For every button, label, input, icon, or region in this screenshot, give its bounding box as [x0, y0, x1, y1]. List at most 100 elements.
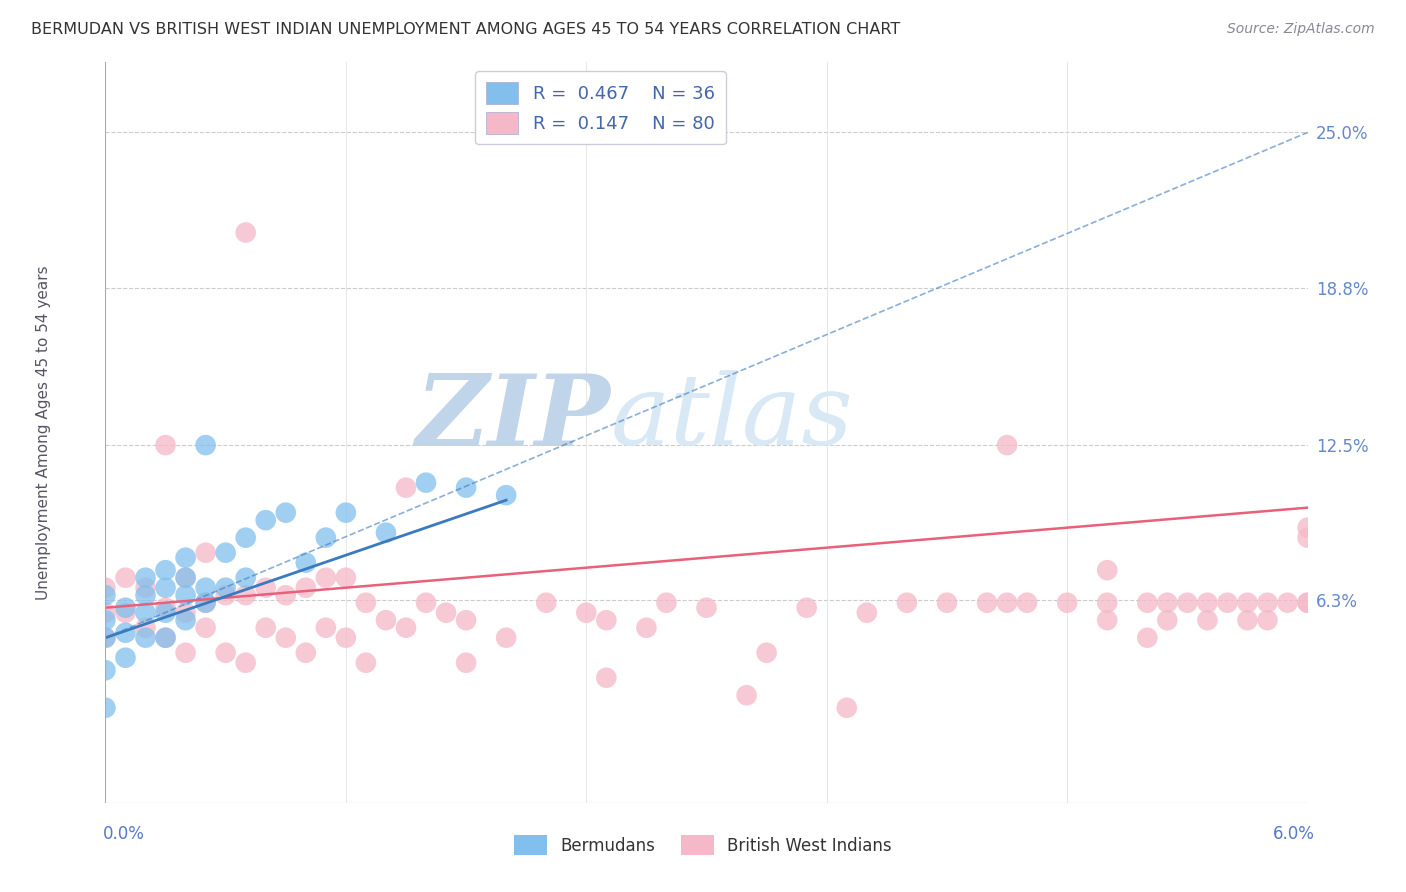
- Point: [415, 596, 437, 610]
- Point: [1216, 596, 1239, 610]
- Point: [1177, 596, 1199, 610]
- Point: [114, 650, 136, 665]
- Point: [1257, 596, 1279, 610]
- Point: [1056, 596, 1078, 610]
- Point: [254, 621, 277, 635]
- Point: [375, 525, 398, 540]
- Point: [315, 571, 337, 585]
- Point: [456, 613, 478, 627]
- Point: [135, 571, 157, 585]
- Point: [456, 481, 478, 495]
- Point: [214, 646, 236, 660]
- Text: atlas: atlas: [610, 370, 853, 466]
- Point: [1296, 531, 1319, 545]
- Point: [174, 571, 197, 585]
- Point: [94, 631, 117, 645]
- Point: [235, 656, 257, 670]
- Point: [214, 588, 236, 602]
- Point: [174, 571, 197, 585]
- Point: [194, 596, 217, 610]
- Point: [536, 596, 558, 610]
- Point: [1236, 613, 1258, 627]
- Point: [395, 621, 418, 635]
- Text: 6.0%: 6.0%: [1272, 825, 1315, 843]
- Point: [214, 546, 236, 560]
- Point: [1156, 613, 1178, 627]
- Point: [135, 588, 157, 602]
- Point: [315, 531, 337, 545]
- Point: [335, 571, 357, 585]
- Text: 0.0%: 0.0%: [103, 825, 145, 843]
- Point: [194, 546, 217, 560]
- Point: [155, 581, 177, 595]
- Point: [1296, 596, 1319, 610]
- Point: [174, 550, 197, 565]
- Point: [274, 588, 297, 602]
- Point: [235, 588, 257, 602]
- Point: [995, 596, 1018, 610]
- Point: [135, 606, 157, 620]
- Point: [94, 631, 117, 645]
- Point: [114, 600, 136, 615]
- Point: [595, 613, 617, 627]
- Point: [976, 596, 998, 610]
- Point: [1097, 613, 1119, 627]
- Point: [174, 606, 197, 620]
- Point: [94, 588, 117, 602]
- Point: [194, 581, 217, 595]
- Point: [796, 600, 818, 615]
- Point: [335, 506, 357, 520]
- Point: [155, 606, 177, 620]
- Legend: Bermudans, British West Indians: Bermudans, British West Indians: [508, 829, 898, 862]
- Point: [995, 438, 1018, 452]
- Point: [1296, 596, 1319, 610]
- Point: [94, 581, 117, 595]
- Legend: R =  0.467    N = 36, R =  0.147    N = 80: R = 0.467 N = 36, R = 0.147 N = 80: [475, 71, 725, 145]
- Point: [696, 600, 718, 615]
- Point: [155, 563, 177, 577]
- Y-axis label: Unemployment Among Ages 45 to 54 years: Unemployment Among Ages 45 to 54 years: [37, 265, 52, 600]
- Point: [135, 581, 157, 595]
- Point: [155, 438, 177, 452]
- Point: [274, 506, 297, 520]
- Point: [755, 646, 778, 660]
- Text: ZIP: ZIP: [415, 369, 610, 466]
- Point: [896, 596, 918, 610]
- Point: [1197, 613, 1219, 627]
- Point: [315, 621, 337, 635]
- Point: [214, 581, 236, 595]
- Point: [434, 606, 457, 620]
- Point: [94, 700, 117, 714]
- Point: [415, 475, 437, 490]
- Point: [1097, 596, 1119, 610]
- Point: [235, 531, 257, 545]
- Point: [456, 656, 478, 670]
- Point: [295, 556, 318, 570]
- Point: [295, 581, 318, 595]
- Point: [1257, 613, 1279, 627]
- Point: [636, 621, 658, 635]
- Point: [1017, 596, 1039, 610]
- Text: BERMUDAN VS BRITISH WEST INDIAN UNEMPLOYMENT AMONG AGES 45 TO 54 YEARS CORRELATI: BERMUDAN VS BRITISH WEST INDIAN UNEMPLOY…: [31, 22, 900, 37]
- Point: [194, 621, 217, 635]
- Point: [135, 631, 157, 645]
- Point: [735, 688, 758, 702]
- Point: [595, 671, 617, 685]
- Point: [174, 613, 197, 627]
- Point: [856, 606, 879, 620]
- Point: [94, 606, 117, 620]
- Point: [495, 488, 517, 502]
- Point: [1197, 596, 1219, 610]
- Point: [1156, 596, 1178, 610]
- Point: [835, 700, 858, 714]
- Point: [254, 581, 277, 595]
- Point: [94, 613, 117, 627]
- Point: [194, 596, 217, 610]
- Point: [354, 656, 377, 670]
- Point: [1277, 596, 1299, 610]
- Point: [155, 600, 177, 615]
- Point: [114, 571, 136, 585]
- Point: [94, 663, 117, 677]
- Point: [114, 606, 136, 620]
- Point: [354, 596, 377, 610]
